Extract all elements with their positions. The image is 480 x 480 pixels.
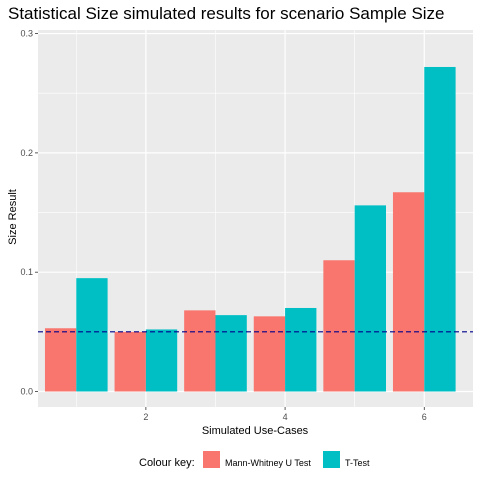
chart-title: Statistical Size simulated results for s…: [8, 4, 445, 23]
x-axis: 2 4 6: [143, 407, 427, 422]
y-tick-label: 0.0: [20, 386, 33, 396]
bar-t-test-6: [424, 66, 456, 392]
bar-mann-whitney-4: [253, 316, 286, 392]
bars: [44, 66, 456, 392]
x-tick-label: 2: [143, 412, 148, 422]
bar-t-test-2: [145, 329, 178, 392]
y-tick-label: 0.1: [20, 267, 33, 277]
bar-t-test-4: [285, 307, 317, 392]
legend-swatch-mann-whitney: [203, 451, 220, 468]
bar-t-test-1: [76, 278, 108, 392]
bar-mann-whitney-2: [114, 331, 146, 392]
y-tick-label: 0.3: [20, 29, 33, 39]
legend: Colour key: Mann-Whitney U Test T-Test: [139, 451, 370, 469]
x-tick-label: 4: [283, 412, 288, 422]
legend-label-t-test: T-Test: [345, 458, 370, 468]
legend-title: Colour key:: [139, 457, 195, 469]
legend-swatch-t-test: [323, 451, 340, 468]
x-axis-title: Simulated Use-Cases: [202, 425, 309, 437]
bar-mann-whitney-6: [392, 192, 425, 392]
bar-t-test-5: [354, 205, 386, 392]
y-tick-label: 0.2: [20, 148, 33, 158]
bar-t-test-3: [215, 315, 247, 392]
bar-mann-whitney-1: [44, 328, 77, 392]
y-axis-title: Size Result: [7, 189, 19, 245]
y-axis: 0.0 0.1 0.2 0.3: [20, 29, 38, 396]
x-tick-label: 6: [422, 412, 427, 422]
bar-mann-whitney-3: [184, 310, 216, 392]
legend-label-mann-whitney: Mann-Whitney U Test: [225, 458, 311, 468]
bar-mann-whitney-5: [323, 260, 355, 392]
